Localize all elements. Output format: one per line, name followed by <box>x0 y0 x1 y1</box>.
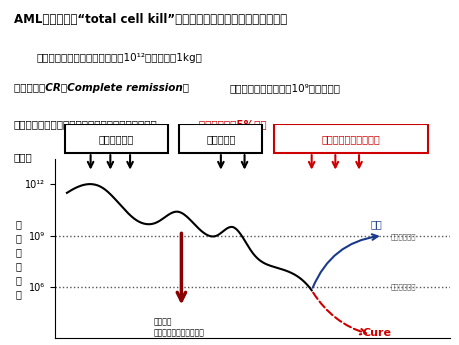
FancyBboxPatch shape <box>65 124 168 153</box>
FancyBboxPatch shape <box>274 124 428 153</box>
Text: AMLの治療は、“total cell kill”の概念に基づいて治療がなされる。: AMLの治療は、“total cell kill”の概念に基づいて治療がなされる… <box>14 13 287 26</box>
Text: 白
血
病
細
胞
数: 白 血 病 細 胞 数 <box>16 219 21 299</box>
Text: 少させると、正常造血は回復し、臨床症状は消失、: 少させると、正常造血は回復し、臨床症状は消失、 <box>14 119 157 129</box>
Text: 骨髄の芽球は5%未満: 骨髄の芽球は5%未満 <box>14 119 266 129</box>
Text: ＝化学療法によって、10⁹個以下に減: ＝化学療法によって、10⁹個以下に減 <box>230 83 341 93</box>
Text: 分子学的寛解: 分子学的寛解 <box>391 284 416 290</box>
Text: 完全寛解
（臨床的腫瘍検出以下）: 完全寛解 （臨床的腫瘍検出以下） <box>154 318 205 337</box>
Text: に減少: に減少 <box>14 152 33 162</box>
Text: 血液学的寛解: 血液学的寛解 <box>391 234 416 240</box>
Text: 地固め療法: 地固め療法 <box>206 134 235 144</box>
FancyBboxPatch shape <box>179 124 263 153</box>
Text: 同種造血幹細胞移植？: 同種造血幹細胞移植？ <box>322 134 381 144</box>
Text: 白血病診断時の体内の腫瘍量は10¹²個（およそ1kg）: 白血病診断時の体内の腫瘍量は10¹²個（およそ1kg） <box>37 53 202 63</box>
Text: 再発: 再発 <box>371 219 383 229</box>
Text: 完全寛解（CR；Complete remission）: 完全寛解（CR；Complete remission） <box>14 83 189 93</box>
Text: Cure: Cure <box>363 328 392 338</box>
Text: 寛解導入療法: 寛解導入療法 <box>99 134 134 144</box>
